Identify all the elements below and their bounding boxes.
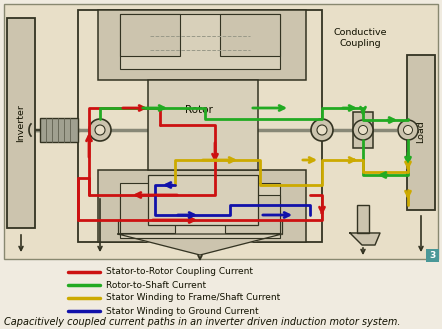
Text: 3: 3	[429, 251, 436, 260]
Circle shape	[358, 125, 367, 135]
Bar	[407, 55, 435, 210]
Bar	[120, 14, 280, 69]
Text: Stator-to-Rotor Coupling Current: Stator-to-Rotor Coupling Current	[106, 267, 253, 276]
Bar	[98, 170, 306, 242]
Bar	[120, 183, 280, 238]
Bar	[357, 205, 369, 233]
Bar	[7, 18, 35, 228]
Circle shape	[311, 119, 333, 141]
Polygon shape	[350, 233, 380, 245]
Bar	[120, 195, 175, 233]
Bar	[353, 112, 373, 148]
Text: Stator Winding to Frame/Shaft Current: Stator Winding to Frame/Shaft Current	[106, 293, 280, 302]
Circle shape	[317, 125, 327, 135]
Text: Rotor-to-Shaft Current: Rotor-to-Shaft Current	[106, 281, 206, 290]
Bar	[120, 14, 180, 56]
Bar	[78, 10, 322, 242]
Text: Stator Winding to Ground Current: Stator Winding to Ground Current	[106, 307, 259, 316]
Bar	[220, 14, 280, 56]
Circle shape	[353, 120, 373, 140]
Circle shape	[398, 120, 418, 140]
Bar	[426, 249, 439, 262]
Text: Load: Load	[416, 121, 426, 143]
Text: Rotor: Rotor	[185, 105, 213, 115]
Text: Inverter: Inverter	[16, 104, 26, 142]
Bar	[148, 175, 258, 225]
Circle shape	[89, 119, 111, 141]
Circle shape	[404, 125, 412, 135]
Bar	[4, 4, 438, 259]
Bar	[98, 10, 306, 80]
Bar	[40, 118, 78, 142]
Bar	[118, 220, 282, 234]
Text: Conductive
Coupling: Conductive Coupling	[333, 28, 387, 48]
Polygon shape	[118, 234, 282, 255]
Circle shape	[95, 125, 105, 135]
Bar	[225, 195, 280, 233]
Bar	[148, 80, 258, 170]
Text: Capacitively coupled current paths in an inverter driven induction motor system.: Capacitively coupled current paths in an…	[4, 317, 400, 327]
